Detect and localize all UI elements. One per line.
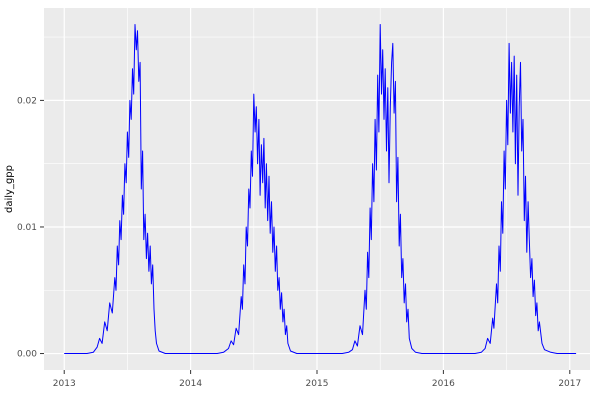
y-tick-label: 0.02	[17, 96, 37, 106]
y-tick-label: 0.00	[17, 350, 37, 360]
x-tick-label: 2014	[179, 379, 202, 389]
plot-render-root: 2013 2014 2015 2016 2017 0.00 0.01 0.02	[17, 8, 590, 389]
gpp-line-series	[64, 24, 577, 354]
x-tick-label: 2016	[432, 379, 455, 389]
y-axis-title: daily_gpp	[4, 165, 15, 213]
x-tick-label: 2015	[306, 379, 329, 389]
x-tick-label: 2013	[53, 379, 76, 389]
x-tick-label: 2017	[558, 379, 581, 389]
y-tick-label: 0.01	[17, 223, 37, 233]
